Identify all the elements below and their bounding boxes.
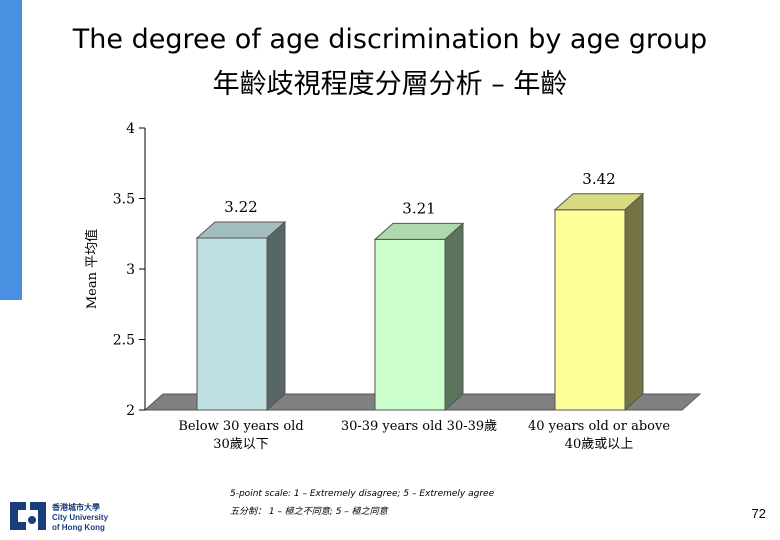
x-category-label: 40 years old or above [528,419,670,434]
x-category-label: 40歲或以上 [565,437,634,452]
x-category-label: 30-39 years old 30-39歲 [341,419,497,434]
scale-note-english: 5-point scale: 1 – Extremely disagree; 5… [230,489,495,499]
x-category-label: 30歲以下 [213,437,269,452]
bar [374,238,446,411]
y-axis-label: Mean 平均值 [84,229,100,309]
slide-title-english: The degree of age discrimination by age … [72,24,708,55]
logo-line: City University [52,513,109,522]
bar [554,209,626,411]
y-tick-label: 2.5 [113,333,135,349]
page-number: 72 [751,506,766,521]
slide-edge-bar [0,0,22,300]
y-tick-label: 2 [126,403,135,419]
bar-value-label: 3.21 [402,199,435,217]
bar-side-face [624,192,644,412]
y-tick-label: 3 [126,262,135,278]
slide-title-chinese: 年齡歧視程度分層分析 – 年齡 [212,69,568,100]
y-tick-label: 4 [126,121,135,137]
x-category-label: Below 30 years old [178,419,303,434]
bar [196,237,268,411]
bar-value-label: 3.42 [582,170,615,188]
bar-side-face [444,222,464,412]
logo-line: of Hong Kong [52,523,105,532]
scale-note-chinese: 五分制： 1 – 極之不同意; 5 – 極之同意 [230,507,388,517]
bar-side-face [266,220,286,412]
y-tick-label: 3.5 [113,192,135,208]
university-logo-icon [10,502,46,530]
university-logo-text: 香港城市大學 City University of Hong Kong [52,503,108,533]
logo-line: 香港城市大學 [52,503,100,512]
bar-value-label: 3.22 [224,198,257,216]
